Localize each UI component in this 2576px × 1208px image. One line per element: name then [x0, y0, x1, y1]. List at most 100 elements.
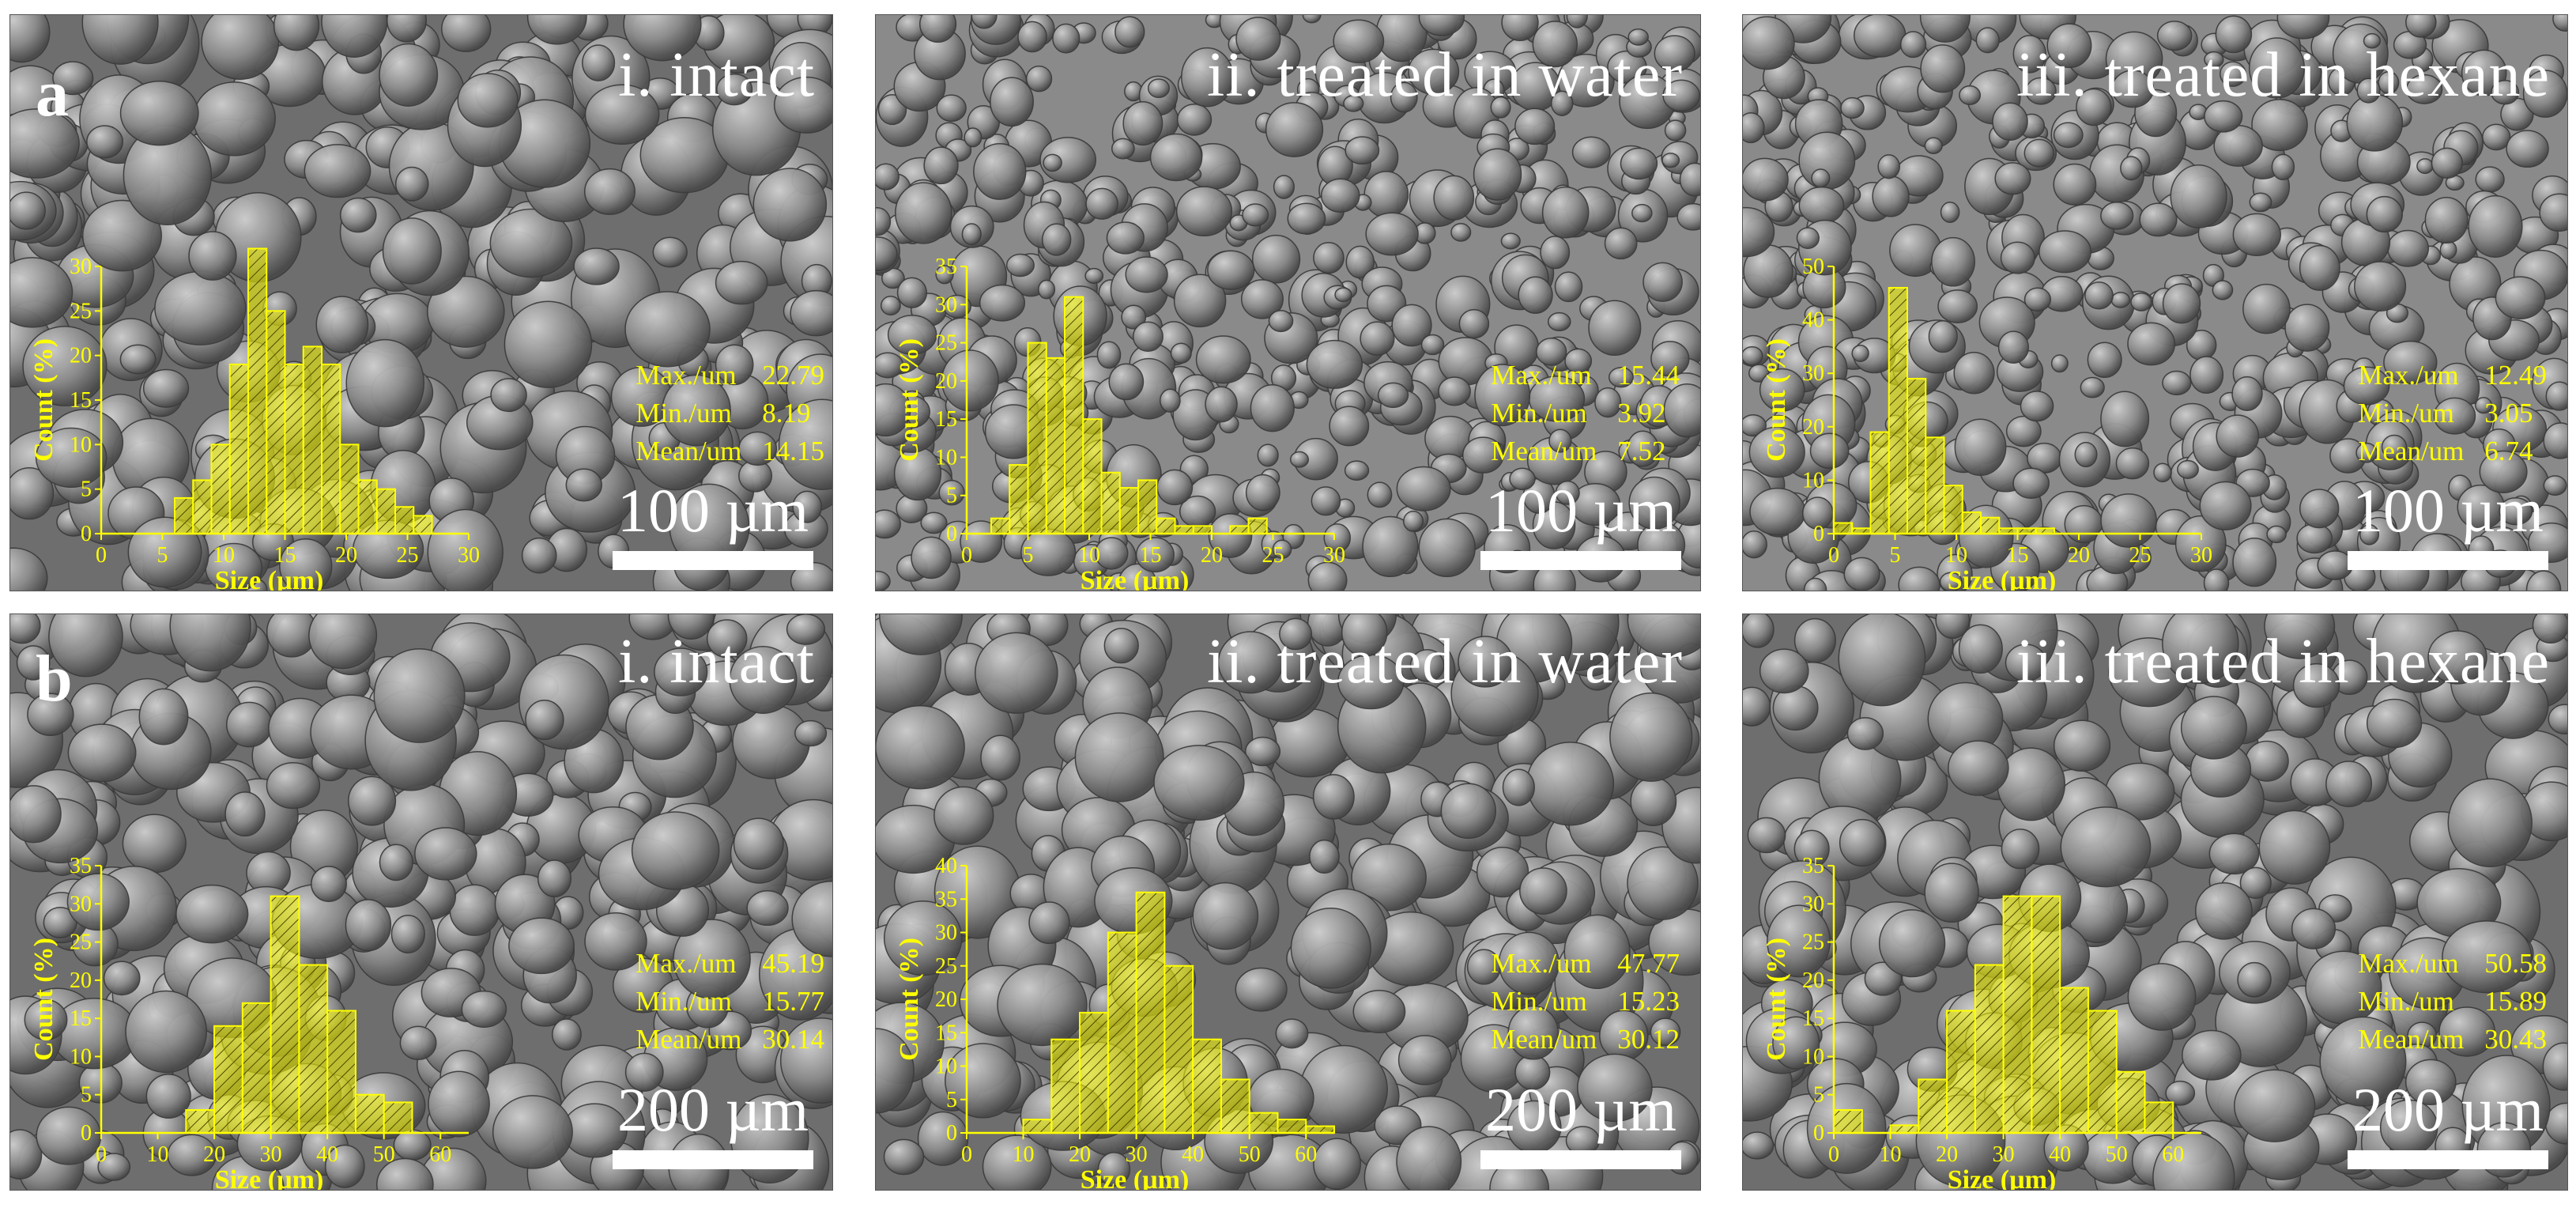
histogram-bar: [2115, 1070, 2146, 1134]
x-tick-label: 0: [1828, 543, 1839, 568]
histogram-bar: [1305, 1125, 1336, 1134]
stat-value: 15.44: [1617, 360, 1680, 391]
histogram-bar: [1833, 1109, 1863, 1134]
y-tick-label: 20: [1802, 968, 1824, 993]
stat-key: Max./um: [1491, 948, 1592, 979]
stat-row: Min./um 15.77: [636, 983, 824, 1021]
y-axis-label: Count (%): [1762, 938, 1791, 1061]
x-tick-label: 25: [2129, 543, 2152, 568]
x-tick-label: 10: [1013, 1142, 1035, 1167]
x-tick-label: 10: [147, 1142, 169, 1167]
stat-value: 15.89: [2484, 986, 2547, 1017]
histogram-bar: [1961, 511, 1982, 535]
x-tick-label: 0: [961, 1142, 972, 1167]
y-axis-label: Count (%): [29, 338, 58, 462]
scale-line: [2348, 551, 2548, 570]
y-tick-label: 0: [1813, 522, 1824, 546]
histogram-bar: [1100, 471, 1121, 534]
y-tick-label: 5: [946, 484, 957, 508]
stat-key: Min./um: [1491, 398, 1587, 428]
stat-row: Min./um 8.19: [636, 394, 824, 432]
y-tick-label: 25: [70, 299, 92, 323]
x-tick-label: 0: [1828, 1142, 1839, 1167]
histogram-bar: [1220, 1078, 1250, 1134]
histogram-bar: [990, 517, 1011, 535]
histogram-bar: [413, 515, 433, 535]
stat-value: 14.15: [762, 436, 824, 466]
histogram-bar: [1009, 464, 1029, 534]
x-tick-label: 40: [1182, 1142, 1204, 1167]
x-tick-label: 40: [2049, 1142, 2071, 1167]
histogram-bar: [2031, 895, 2061, 1134]
stat-row: Mean/um 30.12: [1491, 1021, 1680, 1059]
size-histogram: 0 5 10 15 20 25 30 0 10 20 30 40 50 Size (µm) Count (%…: [1762, 255, 2212, 591]
scale-line: [613, 551, 813, 570]
histogram-bar: [1946, 1010, 1976, 1134]
panel-title: ii. treated in water: [1207, 627, 1683, 696]
stat-key: Min./um: [636, 398, 732, 428]
size-histogram: 0 5 10 15 20 25 30 0 5 10 15 20 25 30 35 Size (µm) Count…: [895, 255, 1345, 591]
histogram-bar: [1974, 964, 2005, 1134]
stat-key: Max./um: [2358, 948, 2459, 979]
stat-key: Min./um: [1491, 986, 1587, 1017]
size-stats: Max./um 22.79 Min./um 8.19 Mean/um 14.15: [636, 357, 824, 470]
histogram-bar: [1980, 516, 2001, 534]
x-tick-label: 30: [2190, 543, 2212, 568]
y-tick-label: 0: [81, 522, 92, 546]
stat-value: 3.05: [2484, 398, 2533, 428]
x-tick-label: 50: [1239, 1142, 1261, 1167]
scale-line: [1480, 1150, 1681, 1169]
x-axis-label: Size (µm): [215, 566, 324, 591]
x-tick-label: 5: [157, 543, 168, 568]
histogram-bar: [1082, 418, 1103, 534]
x-tick-label: 30: [1993, 1142, 2015, 1167]
stat-key: Max./um: [636, 948, 737, 979]
histogram-bar: [357, 479, 378, 535]
x-tick-label: 10: [1945, 543, 1967, 568]
histogram-bar: [2087, 1010, 2118, 1134]
histogram-bar: [1107, 931, 1137, 1134]
size-stats: Max./um 47.77 Min./um 15.23 Mean/um 30.12: [1491, 945, 1680, 1059]
stat-key: Mean/um: [1491, 436, 1597, 466]
y-tick-label: 35: [935, 887, 957, 912]
histogram-bar: [1229, 525, 1250, 534]
histogram-bar: [302, 345, 322, 534]
histogram-bar: [1277, 1119, 1307, 1134]
x-tick-label: 10: [1078, 543, 1100, 568]
histogram-bar: [375, 488, 396, 535]
stat-key: Mean/um: [2358, 1024, 2465, 1055]
histogram-bar: [247, 247, 268, 534]
stat-key: Max./um: [636, 360, 737, 391]
y-tick-label: 20: [935, 369, 957, 394]
x-tick-label: 50: [2106, 1142, 2128, 1167]
y-tick-label: 20: [1802, 415, 1824, 440]
y-axis-label: Count (%): [895, 938, 924, 1061]
stat-value: 50.58: [2484, 948, 2547, 979]
histogram-bar: [2144, 1101, 2174, 1134]
scale-label: 200 µm: [1484, 1075, 1677, 1144]
histogram-bar: [1248, 1112, 1279, 1134]
histogram-bar: [228, 363, 249, 534]
y-tick-label: 25: [935, 331, 957, 356]
stat-value: 8.19: [762, 398, 811, 428]
x-tick-label: 0: [961, 543, 972, 568]
y-tick-label: 15: [935, 407, 957, 432]
histogram-bar: [185, 1109, 216, 1134]
x-tick-label: 15: [1140, 543, 1162, 568]
histogram-bar: [1925, 436, 1945, 535]
y-tick-label: 0: [81, 1121, 92, 1146]
sem-micrograph: [10, 614, 832, 1190]
y-tick-label: 5: [81, 478, 92, 502]
y-tick-label: 40: [935, 854, 957, 878]
histogram-bar: [383, 1101, 413, 1134]
stat-row: Mean/um 30.43: [2358, 1021, 2547, 1059]
row-letter: a: [36, 57, 69, 130]
sem-panel-b3: iii. treated in hexane 0 10 20 30 40 50 60 0 5 10 1…: [1742, 613, 2568, 1191]
histogram-bar: [339, 444, 360, 534]
x-axis-label: Size (µm): [1081, 566, 1190, 591]
x-axis-label: Size (µm): [1081, 1165, 1190, 1190]
x-tick-label: 30: [1126, 1142, 1148, 1167]
y-tick-label: 10: [1802, 468, 1824, 493]
y-tick-label: 25: [1802, 931, 1824, 955]
